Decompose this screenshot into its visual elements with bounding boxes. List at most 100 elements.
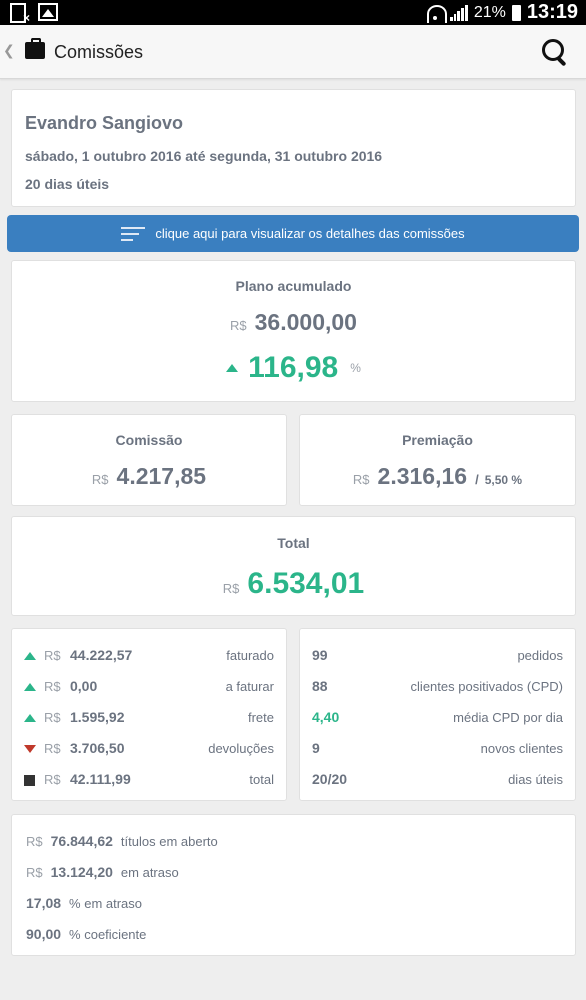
comissao-value-line: R$ 4.217,85 [12, 463, 286, 490]
sales-value: 3.706,50 [70, 740, 125, 756]
sales-label: a faturar [225, 678, 274, 694]
currency-symbol: R$ [26, 864, 43, 880]
arrow-up-icon [24, 714, 36, 723]
premiacao-value: 2.316,16 [377, 463, 468, 489]
plano-value: 36.000,00 [254, 309, 357, 335]
list-item: R$ 42.111,99 total [24, 769, 274, 789]
battery-percent: 21% [473, 3, 506, 21]
list-item: 90,00 % coeficiente [26, 924, 146, 944]
coefficient-label: % coeficiente [69, 926, 147, 942]
stat-value: 99 [312, 647, 328, 663]
arrow-up-icon [24, 652, 36, 661]
premiacao-card: Premiação R$ 2.316,16 / 5,50 % [299, 414, 576, 506]
stat-value: 9 [312, 740, 320, 756]
comissao-value: 4.217,85 [116, 463, 207, 489]
arrow-up-icon [226, 364, 239, 372]
view-details-button[interactable]: clique aqui para visualizar os detalhes … [7, 215, 579, 252]
system-icons: 21% 13:19 [426, 1, 578, 24]
total-value-line: R$ 6.534,01 [12, 567, 575, 601]
total-value: 6.534,01 [247, 567, 365, 600]
sales-summary-card: R$ 44.222,57 faturado R$ 0,00 a faturar … [11, 628, 287, 801]
stat-value: 88 [312, 678, 328, 694]
notification-icons [8, 3, 58, 25]
comissao-label: Comissão [115, 432, 183, 448]
list-item: R$ 1.595,92 frete [24, 707, 274, 727]
battery-icon [511, 4, 521, 21]
separator: / [475, 472, 479, 487]
customer-stats-card: 99 pedidos 88 clientes positivados (CPD)… [299, 628, 576, 801]
currency-symbol: R$ [352, 472, 370, 487]
currency-symbol: R$ [44, 709, 61, 725]
plano-percent-line: 116,98% [12, 351, 575, 385]
list-lines-icon [121, 226, 146, 241]
status-bar: 21% 13:19 [0, 0, 586, 25]
list-item: 20/20 dias úteis [312, 769, 563, 789]
briefcase-icon [25, 38, 45, 59]
premiacao-percent: 5,50 % [484, 473, 523, 487]
sales-value: 1.595,92 [70, 709, 125, 725]
total-card: Total R$ 6.534,01 [11, 516, 576, 616]
arrow-down-icon [24, 745, 36, 754]
salesperson-name: Evandro Sangiovo [25, 113, 184, 133]
list-item: R$ 0,00 a faturar [24, 676, 274, 696]
stat-label: clientes positivados (CPD) [410, 678, 563, 694]
square-icon [24, 774, 35, 786]
titles-late-value: 13.124,20 [50, 864, 113, 880]
sales-value: 0,00 [70, 678, 98, 694]
sales-label: devoluções [208, 740, 274, 756]
list-item: R$ 3.706,50 devoluções [24, 738, 274, 758]
premiacao-value-line: R$ 2.316,16 / 5,50 % [300, 463, 575, 490]
currency-symbol: R$ [44, 678, 61, 694]
plano-acumulado-card: Plano acumulado R$ 36.000,00 116,98% [11, 260, 576, 402]
stat-label: pedidos [517, 647, 563, 663]
clock: 13:19 [526, 1, 578, 23]
document-error-icon [8, 3, 30, 25]
late-percent-label: % em atraso [69, 895, 143, 911]
list-item: R$ 13.124,20 em atraso [26, 862, 179, 882]
titles-open-label: títulos em aberto [120, 833, 218, 849]
list-item: R$ 76.844,62 títulos em aberto [26, 831, 218, 851]
list-item: 88 clientes positivados (CPD) [312, 676, 563, 696]
sales-value: 44.222,57 [70, 647, 133, 663]
plano-label: Plano acumulado [235, 278, 352, 294]
stat-label: média CPD por dia [453, 709, 563, 725]
list-item: 9 novos clientes [312, 738, 563, 758]
titles-late-label: em atraso [120, 864, 179, 880]
currency-symbol: R$ [222, 581, 240, 596]
plano-percent: 116,98 [248, 351, 339, 384]
stat-label: novos clientes [480, 740, 563, 756]
image-icon [38, 3, 58, 21]
stat-label: dias úteis [508, 771, 563, 787]
search-icon[interactable] [542, 39, 568, 65]
app-bar: ❮ Comissões [0, 25, 586, 79]
list-item: 17,08 % em atraso [26, 893, 142, 913]
currency-symbol: R$ [44, 740, 61, 756]
signal-icon [449, 4, 468, 21]
salesperson-card: Evandro Sangiovo sábado, 1 outubro 2016 … [11, 89, 576, 207]
stat-value: 4,40 [312, 709, 340, 725]
sales-value: 42.111,99 [70, 771, 131, 787]
coefficient-value: 90,00 [26, 926, 62, 942]
percent-sign: % [350, 361, 361, 375]
app-title: Comissões [54, 42, 144, 62]
plano-value-line: R$ 36.000,00 [12, 309, 575, 336]
titles-open-value: 76.844,62 [50, 833, 113, 849]
sales-label: total [249, 771, 274, 787]
back-chevron-icon[interactable]: ❮ [3, 42, 15, 58]
working-days: 20 dias úteis [25, 176, 110, 192]
currency-symbol: R$ [91, 472, 109, 487]
titles-card: R$ 76.844,62 títulos em aberto R$ 13.124… [11, 814, 576, 956]
view-details-label: clique aqui para visualizar os detalhes … [155, 226, 465, 241]
currency-symbol: R$ [230, 318, 247, 333]
arrow-up-icon [24, 683, 36, 692]
currency-symbol: R$ [44, 647, 61, 663]
currency-symbol: R$ [26, 833, 43, 849]
premiacao-label: Premiação [402, 432, 473, 448]
comissao-card: Comissão R$ 4.217,85 [11, 414, 287, 506]
list-item: 99 pedidos [312, 645, 563, 665]
late-percent-value: 17,08 [26, 895, 62, 911]
stat-value: 20/20 [312, 771, 348, 787]
currency-symbol: R$ [44, 771, 61, 787]
sales-label: faturado [226, 647, 274, 663]
wifi-icon [426, 4, 447, 23]
